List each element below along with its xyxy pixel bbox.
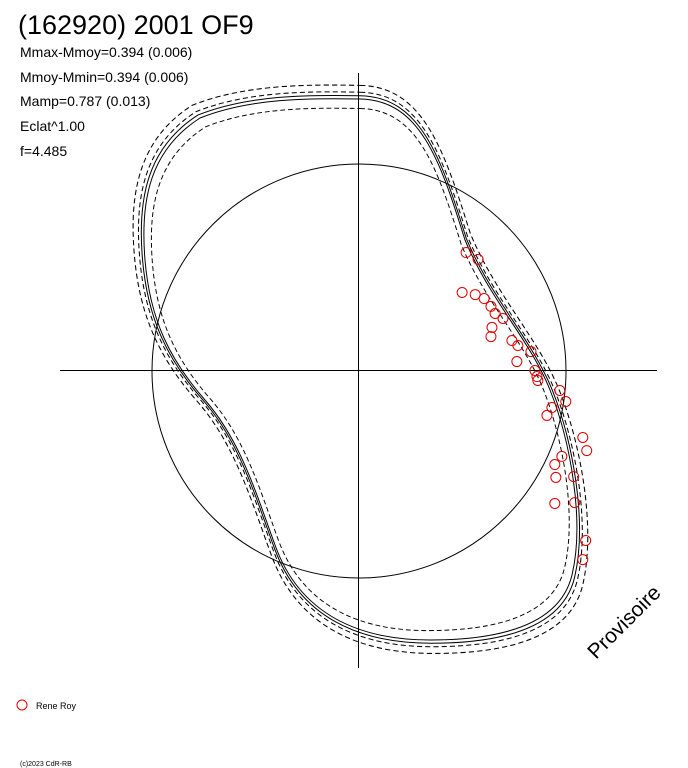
data-point: [549, 459, 561, 471]
data-point: [460, 247, 472, 259]
chart-title: (162920) 2001 OF9: [18, 10, 254, 40]
data-point: [506, 335, 518, 347]
data-point: [531, 371, 543, 383]
data-point: [581, 445, 593, 457]
annotation: Mmoy-Mmin=0.394 (0.006): [20, 69, 188, 85]
data-point: [456, 286, 468, 298]
data-point: [560, 395, 572, 407]
data-point: [529, 365, 541, 376]
data-point: [550, 471, 562, 483]
fit-curves: [132, 84, 589, 654]
footer: (c)2023 CdR-RB: [20, 761, 72, 768]
fit-curve: [140, 94, 580, 644]
data-point: [541, 409, 553, 421]
data-point: [489, 307, 501, 319]
data-point: [525, 346, 537, 358]
data-point: [554, 384, 566, 396]
data-point: [577, 554, 589, 566]
data-point: [478, 293, 490, 305]
data-point: [486, 321, 498, 333]
fit-curve: [143, 98, 578, 641]
fit-envelope: [150, 107, 570, 632]
fit-envelope: [132, 84, 589, 654]
data-point: [546, 402, 558, 414]
legend-symbol: [16, 699, 28, 711]
annotation: f=4.485: [20, 143, 67, 159]
data-point: [472, 253, 484, 265]
data-point: [549, 497, 561, 509]
data-point: [556, 450, 568, 462]
data-point: [568, 471, 580, 483]
legend-label: Rene Roy: [36, 701, 77, 711]
data-point: [511, 356, 523, 368]
annotation: Mamp=0.787 (0.013): [20, 93, 150, 109]
annotation: Eclat^1.00: [20, 118, 85, 134]
fit-envelope: [137, 91, 583, 648]
data-point: [577, 431, 589, 443]
annotation: Mmax-Mmoy=0.394 (0.006): [20, 44, 192, 60]
data-point: [485, 331, 497, 343]
data-point: [512, 340, 524, 352]
watermark: Provisoire: [583, 581, 665, 663]
data-point: [497, 312, 509, 324]
data-point: [532, 374, 544, 386]
data-point: [580, 534, 592, 546]
data-point: [469, 289, 481, 301]
data-point: [569, 497, 581, 509]
